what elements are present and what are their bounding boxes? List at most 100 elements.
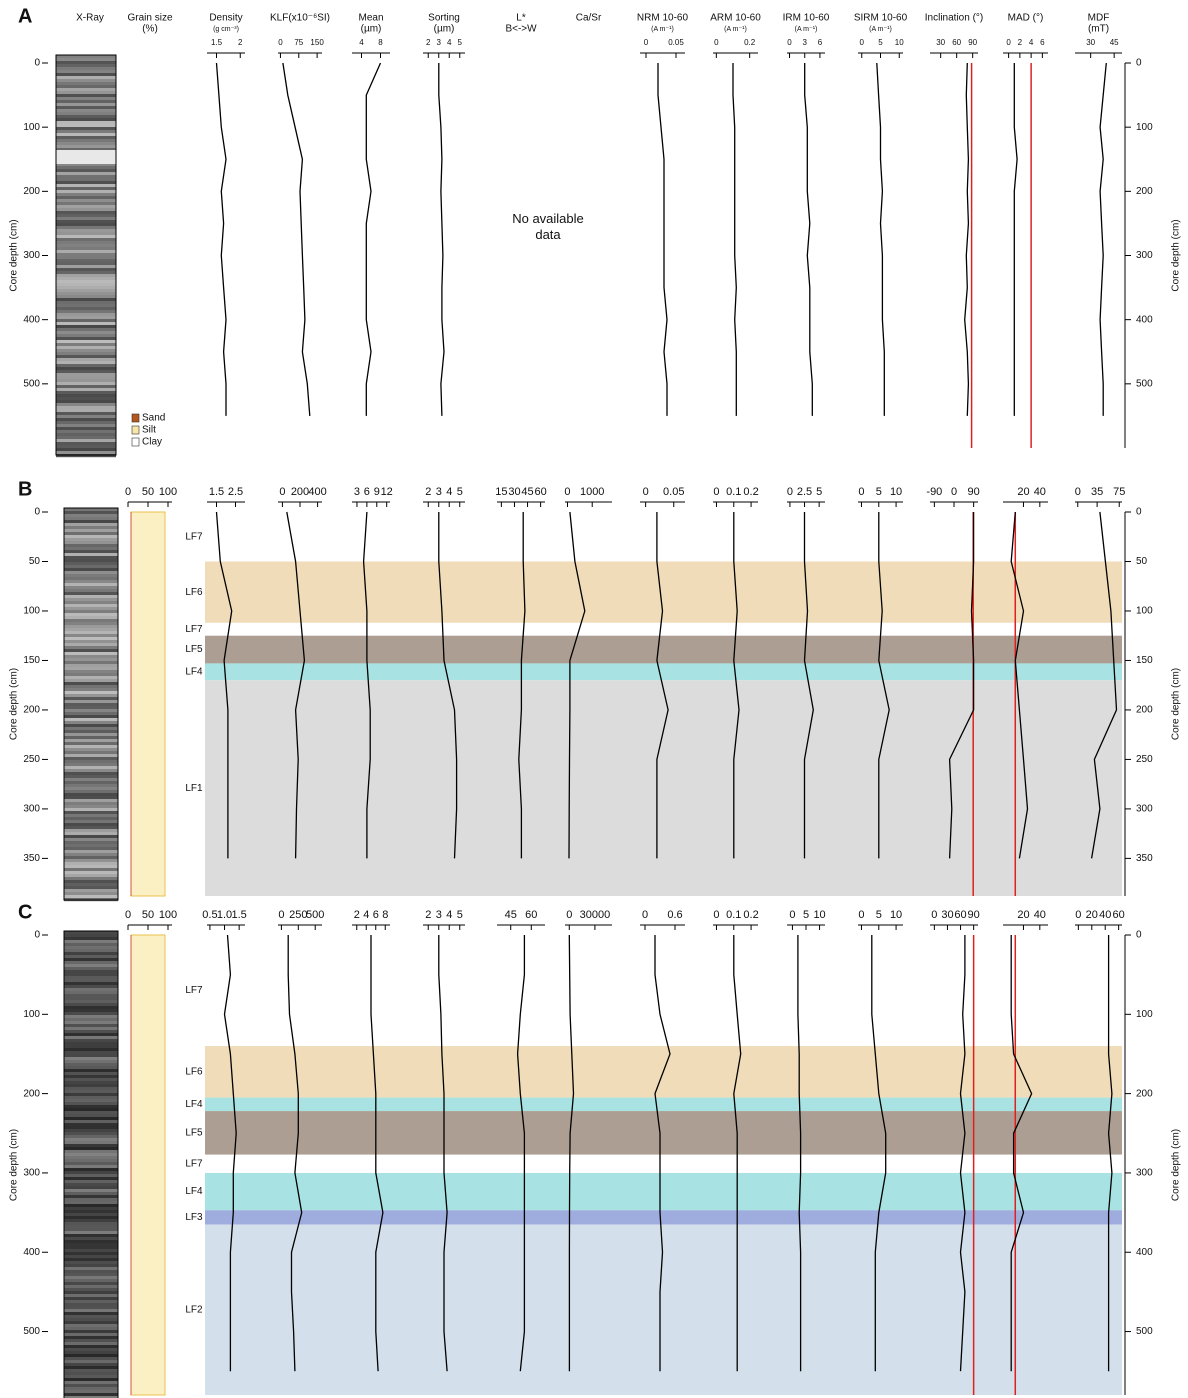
x-ray-stripe <box>64 697 118 700</box>
x-tick-label: 60 <box>1113 909 1125 921</box>
x-ray-stripe <box>64 1120 118 1123</box>
x-ray-stripe <box>64 646 118 649</box>
facies-label: LF2 <box>185 1304 203 1315</box>
facies-band <box>205 1098 1122 1111</box>
x-tick-label: 0 <box>644 38 649 47</box>
x-ray-stripe <box>64 1180 118 1183</box>
x-ray-stripe <box>64 1204 118 1207</box>
x-tick-label: 4 <box>1029 38 1034 47</box>
x-ray-stripe <box>56 415 116 418</box>
x-tick-label: 45 <box>505 909 517 921</box>
x-ray-stripe <box>64 592 118 595</box>
x-ray-stripe <box>64 520 118 523</box>
x-ray-stripe <box>56 136 116 139</box>
facies-band <box>205 561 1122 622</box>
x-ray-stripe <box>64 1273 118 1276</box>
x-ray-stripe <box>64 601 118 604</box>
x-ray-stripe <box>64 799 118 802</box>
y-tick-label: 350 <box>23 853 40 864</box>
x-ray-stripe <box>56 139 116 142</box>
x-ray-stripe <box>56 433 116 436</box>
track-unit: (%) <box>142 24 158 35</box>
x-ray-stripe <box>56 100 116 103</box>
x-tick-label: 6 <box>1040 38 1045 47</box>
x-ray-stripe <box>64 1030 118 1033</box>
x-ray-stripe <box>64 976 118 979</box>
x-tick-label: 2 <box>425 486 431 498</box>
x-ray-stripe <box>64 1159 118 1162</box>
x-tick-label: 0 <box>713 486 719 498</box>
x-ray-stripe <box>64 1309 118 1312</box>
log-curve <box>733 63 736 416</box>
x-ray-stripe <box>56 325 116 328</box>
x-ray-stripe <box>64 832 118 835</box>
x-ray-stripe <box>64 1003 118 1006</box>
x-tick-label: 20 <box>1017 909 1029 921</box>
facies-band <box>205 636 1122 664</box>
x-tick-label: 75 <box>294 38 303 47</box>
x-ray-stripe <box>64 1276 118 1279</box>
x-tick-label: 90 <box>968 486 980 498</box>
x-tick-label: 40 <box>1099 909 1111 921</box>
y-tick-label: 250 <box>1136 754 1153 765</box>
x-ray-stripe <box>56 181 116 184</box>
facies-band <box>205 663 1122 680</box>
x-ray-stripe <box>56 292 116 295</box>
x-ray-stripe <box>64 970 118 973</box>
track-title: NRM 10-60 <box>637 13 689 24</box>
x-ray-stripe <box>64 568 118 571</box>
x-ray-stripe <box>64 934 118 937</box>
x-ray-stripe <box>64 1357 118 1360</box>
x-tick-label: 2.5 <box>228 486 243 498</box>
x-ray-stripe <box>64 1168 118 1171</box>
x-ray-stripe <box>64 1225 118 1228</box>
x-ray-stripe <box>64 1078 118 1081</box>
facies-label: LF6 <box>185 587 203 598</box>
page: {"chart_data": [ {"type": "log-panel", "… <box>0 0 1188 1398</box>
x-ray-stripe <box>64 658 118 661</box>
x-ray-stripe <box>56 115 116 118</box>
legend-swatch <box>132 426 139 434</box>
x-tick-label: 0.2 <box>744 38 756 47</box>
x-ray-stripe <box>56 337 116 340</box>
x-ray-stripe <box>64 949 118 952</box>
x-ray-stripe <box>56 238 116 241</box>
panel-label: A <box>18 5 32 27</box>
x-ray-stripe <box>64 685 118 688</box>
x-ray-stripe <box>56 343 116 346</box>
x-tick-label: 0 <box>951 486 957 498</box>
x-ray-stripe <box>64 1327 118 1330</box>
x-tick-label: 6 <box>364 486 370 498</box>
x-ray-image <box>64 508 118 901</box>
x-ray-stripe <box>64 511 118 514</box>
x-ray-stripe <box>56 97 116 100</box>
y-tick-label: 200 <box>23 705 40 716</box>
x-ray-stripe <box>64 577 118 580</box>
x-ray-stripe <box>64 1390 118 1393</box>
x-ray-stripe <box>56 328 116 331</box>
x-ray-stripe <box>56 244 116 247</box>
x-ray-stripe <box>64 1075 118 1078</box>
x-ray-stripe <box>64 1123 118 1126</box>
x-ray-stripe <box>64 748 118 751</box>
x-ray-stripe <box>56 394 116 397</box>
x-ray-stripe <box>64 1009 118 1012</box>
x-ray-stripe <box>56 445 116 448</box>
x-ray-stripe <box>56 364 116 367</box>
x-tick-label: 90 <box>968 38 977 47</box>
x-tick-label: 1.5 <box>209 486 224 498</box>
x-ray-stripe <box>56 391 116 394</box>
x-ray-stripe <box>64 784 118 787</box>
x-ray-stripe <box>64 883 118 886</box>
x-ray-stripe <box>64 886 118 889</box>
track-title: X-Ray <box>76 13 104 24</box>
track-unit: (µm) <box>361 24 382 35</box>
x-ray-stripe <box>56 412 116 415</box>
y-tick-label: 0 <box>34 930 40 941</box>
track-unit: (mT) <box>1088 24 1109 35</box>
x-ray-stripe <box>64 1063 118 1066</box>
x-tick-label: 0.5 <box>202 909 217 921</box>
x-ray-stripe <box>64 940 118 943</box>
x-tick-label: 12 <box>381 486 393 498</box>
x-ray-stripe <box>64 634 118 637</box>
